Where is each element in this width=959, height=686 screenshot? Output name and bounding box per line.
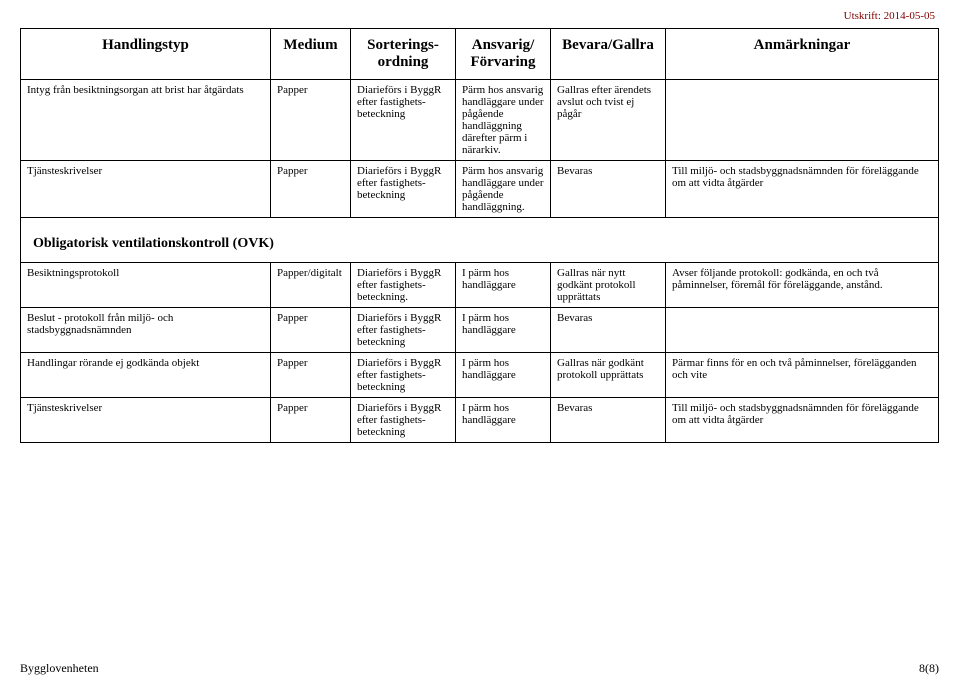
cell-anm: Till miljö- och stadsbyggnadsnämnden för… [666, 398, 939, 443]
cell-anm [666, 80, 939, 161]
table-row: Intyg från besiktningsorgan att brist ha… [21, 80, 939, 161]
table-row: Beslut - protokoll från miljö- och stads… [21, 308, 939, 353]
cell-ansvarig: I pärm hos handläggare [456, 353, 551, 398]
cell-medium: Papper [271, 353, 351, 398]
table-row: Tjänsteskrivelser Papper Diarieförs i By… [21, 161, 939, 218]
cell-sortering: Diarieförs i ByggR efter fastighets-bete… [351, 80, 456, 161]
cell-anm: Till miljö- och stadsbyggnadsnämnden för… [666, 161, 939, 218]
cell-medium: Papper/digitalt [271, 263, 351, 308]
cell-bevara: Bevaras [551, 308, 666, 353]
cell-sortering: Diarieförs i ByggR efter fastighets-bete… [351, 308, 456, 353]
table-row: Tjänsteskrivelser Papper Diarieförs i By… [21, 398, 939, 443]
document-table: Handlingstyp Medium Sorterings- ordning … [20, 28, 939, 443]
print-date: Utskrift: 2014-05-05 [20, 10, 939, 22]
header-anmarkningar: Anmärkningar [666, 29, 939, 80]
header-bevara-gallra: Bevara/Gallra [551, 29, 666, 80]
cell-ansvarig: I pärm hos handläggare [456, 398, 551, 443]
page-footer: Bygglovenheten 8(8) [20, 661, 939, 676]
cell-sortering: Diarieförs i ByggR efter fastighets-bete… [351, 398, 456, 443]
cell-handlingstyp: Handlingar rörande ej godkända objekt [21, 353, 271, 398]
cell-anm [666, 308, 939, 353]
cell-bevara: Gallras när nytt godkänt protokoll upprä… [551, 263, 666, 308]
cell-ansvarig: Pärm hos ansvarig handläggare under pågå… [456, 80, 551, 161]
cell-sortering: Diarieförs i ByggR efter fastighets-bete… [351, 263, 456, 308]
cell-sortering: Diarieförs i ByggR efter fastighets-bete… [351, 161, 456, 218]
header-ansvarig-forvaring: Ansvarig/ Förvaring [456, 29, 551, 80]
cell-medium: Papper [271, 308, 351, 353]
cell-handlingstyp: Tjänsteskrivelser [21, 161, 271, 218]
cell-bevara: Gallras efter ärendets avslut och tvist … [551, 80, 666, 161]
cell-handlingstyp: Intyg från besiktningsorgan att brist ha… [21, 80, 271, 161]
header-handlingstyp: Handlingstyp [21, 29, 271, 80]
cell-ansvarig: I pärm hos handläggare [456, 263, 551, 308]
footer-right: 8(8) [919, 661, 939, 676]
cell-medium: Papper [271, 161, 351, 218]
header-medium: Medium [271, 29, 351, 80]
cell-anm: Avser följande protokoll: godkända, en o… [666, 263, 939, 308]
table-row: Handlingar rörande ej godkända objekt Pa… [21, 353, 939, 398]
cell-ansvarig: I pärm hos handläggare [456, 308, 551, 353]
page: Utskrift: 2014-05-05 Handlingstyp Medium… [0, 0, 959, 443]
cell-sortering: Diarieförs i ByggR efter fastighets-bete… [351, 353, 456, 398]
cell-ansvarig: Pärm hos ansvarig handläggare under pågå… [456, 161, 551, 218]
section-title: Obligatorisk ventilationskontroll (OVK) [27, 222, 932, 258]
table-body-top: Intyg från besiktningsorgan att brist ha… [21, 80, 939, 443]
cell-bevara: Bevaras [551, 398, 666, 443]
cell-medium: Papper [271, 80, 351, 161]
cell-anm: Pärmar finns för en och två påminnelser,… [666, 353, 939, 398]
table-row: Besiktningsprotokoll Papper/digitalt Dia… [21, 263, 939, 308]
header-sorteringsordning: Sorterings- ordning [351, 29, 456, 80]
section-row: Obligatorisk ventilationskontroll (OVK) [21, 218, 939, 263]
cell-medium: Papper [271, 398, 351, 443]
cell-handlingstyp: Besiktningsprotokoll [21, 263, 271, 308]
cell-bevara: Bevaras [551, 161, 666, 218]
cell-handlingstyp: Tjänsteskrivelser [21, 398, 271, 443]
cell-handlingstyp: Beslut - protokoll från miljö- och stads… [21, 308, 271, 353]
cell-bevara: Gallras när godkänt protokoll upprättats [551, 353, 666, 398]
footer-left: Bygglovenheten [20, 661, 99, 676]
table-header: Handlingstyp Medium Sorterings- ordning … [21, 29, 939, 80]
